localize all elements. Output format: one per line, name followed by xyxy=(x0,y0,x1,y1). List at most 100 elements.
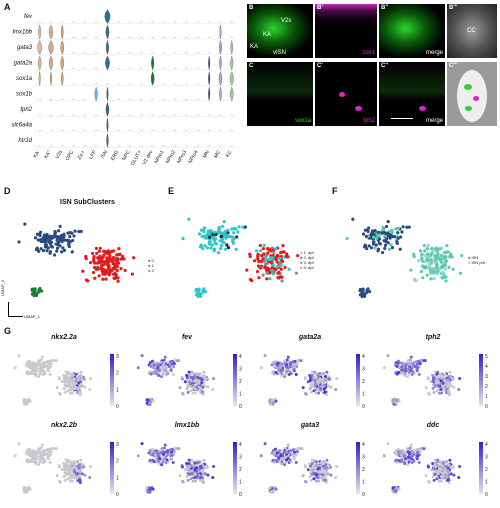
feature-point xyxy=(303,377,307,381)
feature-point xyxy=(324,392,328,396)
violin-shape xyxy=(60,55,65,71)
feature-point xyxy=(434,468,438,472)
feature-point xyxy=(39,363,43,367)
umap-point xyxy=(438,267,442,272)
umap-point xyxy=(99,266,103,270)
feature-point xyxy=(450,465,454,469)
violin-shape xyxy=(106,87,109,102)
feature-point xyxy=(62,378,66,382)
feature-point xyxy=(278,460,282,464)
violin-cluster-label: KA' xyxy=(32,149,41,159)
violin-shape xyxy=(229,86,234,102)
umap-point xyxy=(47,240,51,244)
umap-point xyxy=(97,274,101,278)
feature-point xyxy=(40,355,44,359)
feature-point xyxy=(206,473,210,477)
label-ka-1: KA xyxy=(250,44,259,50)
umap-point xyxy=(421,276,425,280)
feature-point xyxy=(32,460,36,464)
umap-point xyxy=(91,270,96,275)
feature-point xyxy=(172,362,176,366)
umap-point xyxy=(196,294,200,299)
feature-point xyxy=(176,359,180,363)
feature-point xyxy=(280,457,284,461)
feature-plot-title: nkx2.2b xyxy=(50,422,78,429)
axis-x-label: UMAP_1 xyxy=(24,314,41,319)
feature-point xyxy=(170,366,174,370)
feature-point xyxy=(312,460,316,464)
feature-point xyxy=(66,375,70,379)
violin-cluster-label: Zic+ xyxy=(77,149,87,160)
feature-point xyxy=(83,473,87,477)
feature-point xyxy=(42,458,46,462)
color-scale-bar xyxy=(479,442,483,494)
umap-point xyxy=(107,270,111,274)
feature-plot-title: gata2a xyxy=(298,334,322,341)
umap-point xyxy=(252,259,257,263)
umap-point xyxy=(440,253,444,257)
umap-point xyxy=(68,231,72,235)
umap-point xyxy=(396,231,400,235)
feature-point xyxy=(77,469,81,473)
umap-point xyxy=(92,254,96,259)
color-scale-tick: 4 xyxy=(239,354,242,360)
umap-point xyxy=(70,250,74,254)
feature-point xyxy=(162,363,166,367)
feature-point xyxy=(44,453,48,457)
feature-point xyxy=(316,373,320,377)
color-scale-bar xyxy=(356,354,360,406)
feature-point xyxy=(203,384,207,388)
feature-point xyxy=(334,388,338,392)
umap-point xyxy=(55,246,60,250)
feature-point xyxy=(189,477,193,481)
feature-point xyxy=(316,467,320,471)
color-scale-tick: 0 xyxy=(116,492,119,498)
feature-point xyxy=(33,366,37,370)
feature-point xyxy=(320,460,324,464)
violin-gene-label: fev xyxy=(24,14,33,20)
umap-point xyxy=(422,243,426,248)
feature-point xyxy=(89,464,93,468)
umap-point xyxy=(274,247,278,251)
umap-point xyxy=(367,226,371,230)
feature-point xyxy=(289,360,293,364)
feature-point xyxy=(285,370,289,374)
umap-point xyxy=(23,222,27,226)
umap-point xyxy=(209,229,213,233)
umap-point xyxy=(94,267,98,271)
umap-isn-subclusters xyxy=(17,222,136,298)
feature-point xyxy=(155,372,159,376)
umap-point xyxy=(45,233,49,237)
umap-point xyxy=(232,231,236,235)
umap-point xyxy=(32,294,36,298)
feature-point xyxy=(403,362,407,366)
umap-point xyxy=(426,243,430,247)
umap-point xyxy=(48,234,52,238)
umap-point xyxy=(392,234,396,239)
feature-point xyxy=(26,364,30,368)
color-scale-tick: 1 xyxy=(239,480,242,486)
feature-point xyxy=(74,467,78,471)
color-scale-tick: 2 xyxy=(362,379,365,385)
umap-point xyxy=(248,254,252,259)
feature-point xyxy=(426,377,430,381)
color-scale-tick: 3 xyxy=(239,455,242,461)
umap-point xyxy=(370,229,375,233)
color-scale-tick: 3 xyxy=(485,455,488,461)
feature-point xyxy=(162,446,166,450)
umap-point xyxy=(39,230,43,234)
feature-point xyxy=(448,370,452,374)
violin-shape xyxy=(106,132,109,149)
feature-point xyxy=(308,374,312,378)
violin-gene-label: sox1b xyxy=(16,92,33,98)
umap-point xyxy=(237,225,241,229)
umap-point xyxy=(199,293,203,297)
feature-point xyxy=(64,384,68,388)
feature-point xyxy=(408,370,412,374)
feature-point xyxy=(299,359,303,363)
legend-d-2: 2 xyxy=(151,268,154,273)
feature-point xyxy=(323,478,327,482)
umap-point xyxy=(372,233,376,237)
feature-point xyxy=(401,372,405,376)
feature-point xyxy=(435,463,439,467)
